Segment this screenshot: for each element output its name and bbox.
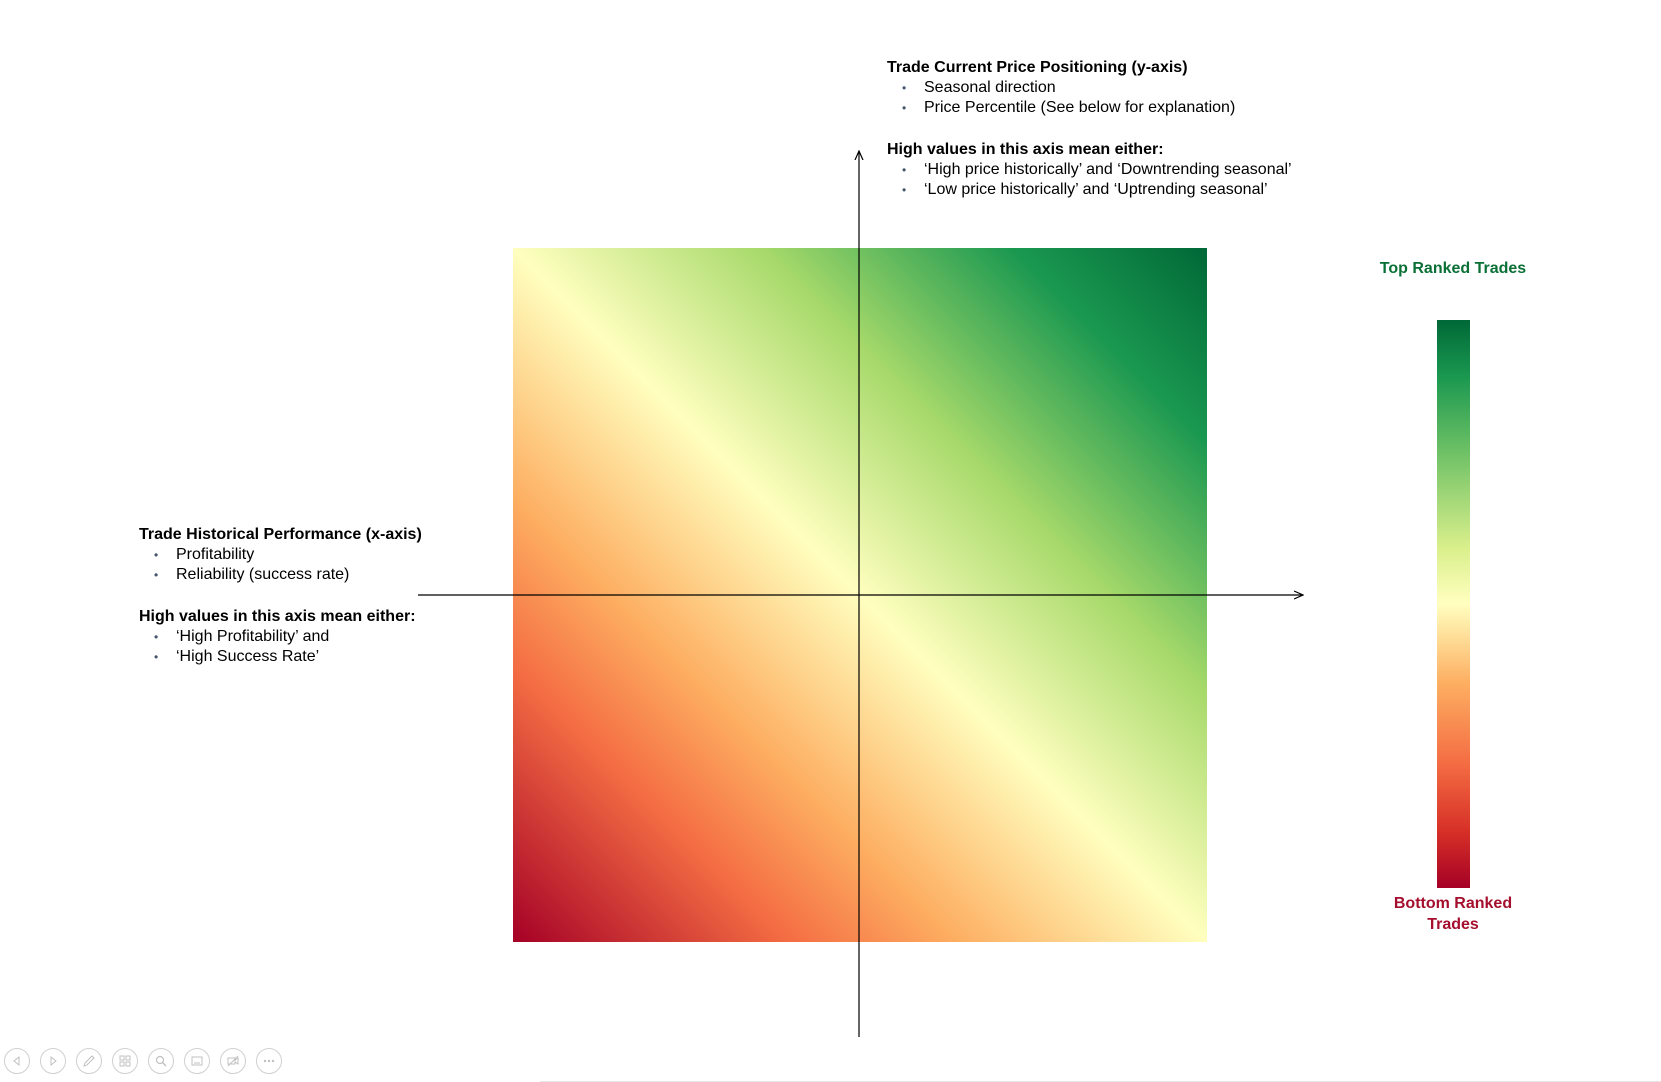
slideshow-toolbar bbox=[4, 1048, 282, 1074]
next-icon[interactable] bbox=[40, 1048, 66, 1074]
list-item: Price Percentile (See below for explanat… bbox=[887, 98, 1292, 118]
zoom-icon[interactable] bbox=[148, 1048, 174, 1074]
list-item: Profitability bbox=[139, 545, 422, 565]
y-axis-title: Trade Current Price Positioning (y-axis) bbox=[887, 59, 1188, 76]
pen-icon[interactable] bbox=[76, 1048, 102, 1074]
more-options-icon[interactable] bbox=[256, 1048, 282, 1074]
list-item: Seasonal direction bbox=[887, 78, 1292, 98]
list-item: ‘Low price historically’ and ‘Uptrending… bbox=[887, 180, 1292, 200]
y-axis-bullets: Seasonal direction Price Percentile (See… bbox=[887, 78, 1292, 118]
legend-top-label: Top Ranked Trades bbox=[1379, 260, 1527, 277]
y-axis-high-values-bullets: ‘High price historically’ and ‘Downtrend… bbox=[887, 160, 1292, 200]
x-axis-bullets: Profitability Reliability (success rate) bbox=[139, 545, 422, 585]
list-item: Reliability (success rate) bbox=[139, 565, 422, 585]
list-item: ‘High price historically’ and ‘Downtrend… bbox=[887, 160, 1292, 180]
subtitles-icon[interactable] bbox=[184, 1048, 210, 1074]
x-axis-description: Trade Historical Performance (x-axis) Pr… bbox=[139, 525, 422, 667]
previous-icon[interactable] bbox=[4, 1048, 30, 1074]
x-axis-title: Trade Historical Performance (x-axis) bbox=[139, 526, 422, 543]
legend-bottom-label: Bottom Ranked Trades bbox=[1393, 895, 1513, 933]
list-item: ‘High Success Rate’ bbox=[139, 647, 422, 667]
y-axis-description: Trade Current Price Positioning (y-axis)… bbox=[887, 58, 1292, 200]
x-axis-high-values-bullets: ‘High Profitability’ and ‘High Success R… bbox=[139, 627, 422, 667]
list-item: ‘High Profitability’ and bbox=[139, 627, 422, 647]
y-axis-high-values-title: High values in this axis mean either: bbox=[887, 141, 1164, 158]
x-axis-high-values-title: High values in this axis mean either: bbox=[139, 608, 416, 625]
camera-off-icon[interactable] bbox=[220, 1048, 246, 1074]
legend-color-bar bbox=[1437, 320, 1470, 888]
slides-icon[interactable] bbox=[112, 1048, 138, 1074]
